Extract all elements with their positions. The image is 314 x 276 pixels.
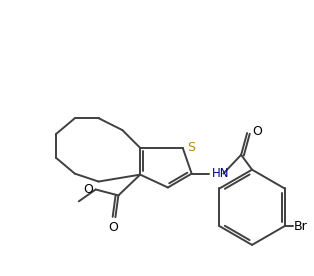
Text: O: O [83,183,93,196]
Text: S: S [187,141,195,154]
Text: O: O [109,221,118,234]
Text: Br: Br [294,220,307,233]
Text: O: O [252,124,262,137]
Text: HN: HN [211,167,229,180]
